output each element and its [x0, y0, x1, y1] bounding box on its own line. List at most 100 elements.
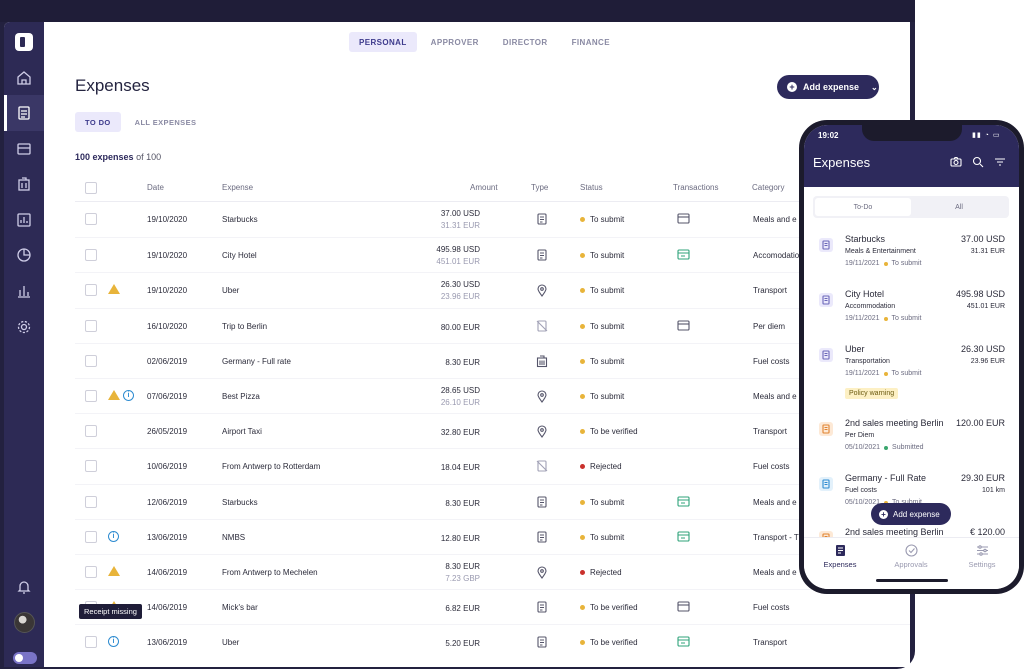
phone-header: 19:02 ▮▮ ◔ ▭ Expenses: [804, 125, 1019, 187]
col-expense[interactable]: Expense: [222, 183, 254, 192]
row-checkbox[interactable]: [85, 636, 97, 649]
table-row[interactable]: i 13/06/2019 NMBS 12.80 EUR To submit Transpo…: [75, 518, 910, 554]
row-checkbox[interactable]: [85, 284, 97, 297]
row-checkbox[interactable]: [85, 390, 97, 402]
pin-icon: [535, 283, 549, 298]
app-logo[interactable]: [15, 33, 33, 51]
tab-approver[interactable]: APPROVER: [430, 37, 479, 47]
status-dot: [883, 261, 888, 266]
row-checkbox[interactable]: [85, 566, 97, 578]
warning-icon[interactable]: [108, 284, 120, 295]
card-icon[interactable]: [677, 213, 690, 224]
report-icon[interactable]: [4, 202, 44, 238]
expenses-icon[interactable]: [4, 95, 44, 131]
warning-icon[interactable]: [108, 390, 120, 400]
info-icon[interactable]: i: [108, 636, 119, 648]
col-type[interactable]: Type: [531, 183, 549, 192]
row-checkbox[interactable]: [85, 354, 97, 367]
phone-list-item[interactable]: 2nd sales meeting Berlin 120.00 EUR Per Di…: [813, 418, 1009, 468]
gear-icon[interactable]: [4, 309, 44, 345]
col-date[interactable]: Date: [147, 183, 164, 192]
user-avatar[interactable]: [14, 612, 35, 633]
segment-all[interactable]: All: [955, 203, 963, 211]
item-meta: 19/11/2021 To submit: [845, 260, 921, 267]
pie-chart-icon[interactable]: [4, 237, 44, 273]
nav-approvals[interactable]: Approvals: [881, 544, 941, 569]
table-row[interactable]: i 07/06/2019 Best Pizza 28.65 USD 26.10 EUR T…: [75, 378, 910, 413]
table-row[interactable]: 19/10/2020 Starbucks 37.00 USD 31.31 EUR To …: [75, 202, 910, 237]
phone-list-item[interactable]: Uber 26.30 USD Transportation 23.96 EUR 19/1…: [813, 344, 1009, 399]
row-amount: 37.00 USD 31.31 EUR: [441, 208, 480, 232]
table-row[interactable]: 14/06/2019 From Antwerp to Mechelen 8.30 E…: [75, 554, 910, 589]
amount-primary: 18.04 EUR: [440, 463, 480, 473]
select-all-checkbox[interactable]: [85, 182, 97, 194]
table-row[interactable]: 02/06/2019 Germany - Full rate 8.30 EUR To …: [75, 342, 910, 378]
sub-tabs: TO DO ALL EXPENSES: [75, 112, 206, 132]
table-row[interactable]: i 13/06/2019 Uber 5.20 EUR To be verified Tra…: [75, 624, 910, 659]
warning-icon[interactable]: [108, 566, 120, 576]
info-icon[interactable]: i: [123, 390, 134, 401]
row-checkbox[interactable]: [85, 495, 97, 508]
camera-icon[interactable]: [950, 156, 962, 168]
tab-to-do[interactable]: TO DO: [75, 112, 121, 132]
row-amount: 32.80 EUR: [441, 427, 480, 439]
nav-settings-label: Settings: [968, 560, 996, 569]
item-meta: 19/11/2021 To submit: [845, 370, 921, 377]
card-green-icon[interactable]: [677, 249, 690, 260]
col-transactions[interactable]: Transactions: [673, 183, 719, 192]
card-green-icon[interactable]: [677, 636, 690, 647]
tab-all-expenses[interactable]: ALL EXPENSES: [134, 117, 197, 127]
row-expense: Best Pizza: [222, 392, 260, 401]
row-checkbox[interactable]: [85, 530, 97, 543]
home-icon[interactable]: [4, 60, 44, 96]
bell-icon[interactable]: [4, 569, 44, 605]
row-checkbox[interactable]: [85, 425, 97, 438]
tab-director[interactable]: DIRECTOR: [502, 37, 548, 47]
col-amount[interactable]: Amount: [470, 183, 498, 192]
sidebar-toggle[interactable]: [13, 652, 37, 664]
nav-expenses[interactable]: Expenses: [810, 544, 870, 569]
building-icon: [535, 354, 549, 368]
phone-list-item[interactable]: City Hotel 495.98 USD Accommodation 451.01 …: [813, 289, 1009, 339]
chevron-down-icon: ⌄: [871, 82, 878, 92]
status-label: To submit: [590, 215, 625, 224]
row-date: 26/05/2019: [147, 427, 188, 437]
phone-list-item[interactable]: Germany - Full Rate 29.30 EUR Fuel costs 10…: [813, 473, 1009, 523]
card-green-icon[interactable]: [677, 496, 690, 507]
amount-primary: 80.00 EUR: [440, 322, 480, 332]
col-status[interactable]: Status: [580, 183, 603, 192]
phone-add-expense-button[interactable]: + Add expense: [871, 503, 951, 525]
item-status: To submit: [892, 499, 922, 506]
row-checkbox[interactable]: [85, 213, 97, 225]
row-expense: Trip to Berlin: [222, 321, 268, 331]
bar-chart-icon[interactable]: [4, 273, 44, 309]
table-row[interactable]: 26/05/2019 Airport Taxi 32.80 EUR To be ver…: [75, 413, 910, 448]
phone-list-item[interactable]: Starbucks 37.00 USD Meals & Entertainment 3…: [813, 234, 1009, 284]
segment-to-do[interactable]: To-Do: [815, 198, 911, 216]
col-category[interactable]: Category: [752, 183, 785, 192]
card-icon[interactable]: [677, 601, 690, 612]
row-checkbox[interactable]: [85, 249, 97, 262]
tab-personal[interactable]: PERSONAL: [349, 32, 417, 52]
add-expense-button[interactable]: + Add expense ⌄: [777, 75, 879, 99]
building-icon[interactable]: [4, 166, 44, 202]
table-row[interactable]: 14/06/2019 Mick's bar 6.82 EUR To be verifi…: [75, 589, 910, 624]
tab-finance[interactable]: FINANCE: [571, 37, 610, 47]
card-icon[interactable]: [677, 320, 690, 331]
info-icon[interactable]: i: [108, 530, 119, 542]
nav-settings[interactable]: Settings: [952, 544, 1012, 569]
table-row[interactable]: 19/10/2020 Uber 26.30 USD 23.96 EUR To submi…: [75, 272, 910, 307]
table-row[interactable]: 16/10/2020 Trip to Berlin 80.00 EUR To subm…: [75, 307, 910, 343]
filter-icon[interactable]: [994, 156, 1006, 168]
table-row[interactable]: 19/10/2020 City Hotel 495.98 USD 451.01 EUR…: [75, 237, 910, 272]
amount-converted: 26.10 EUR: [440, 398, 480, 407]
card-green-icon[interactable]: [677, 531, 690, 542]
row-checkbox[interactable]: [85, 319, 97, 332]
table-row[interactable]: 10/06/2019 From Antwerp to Rotterdam 18.04…: [75, 448, 910, 483]
row-checkbox[interactable]: [85, 460, 97, 473]
row-expense: Airport Taxi: [222, 427, 262, 437]
card-icon[interactable]: [4, 131, 44, 167]
status-dot: [580, 358, 585, 364]
table-row[interactable]: 12/06/2019 Starbucks 8.30 EUR To submit Meal…: [75, 483, 910, 519]
search-icon[interactable]: [972, 156, 984, 168]
